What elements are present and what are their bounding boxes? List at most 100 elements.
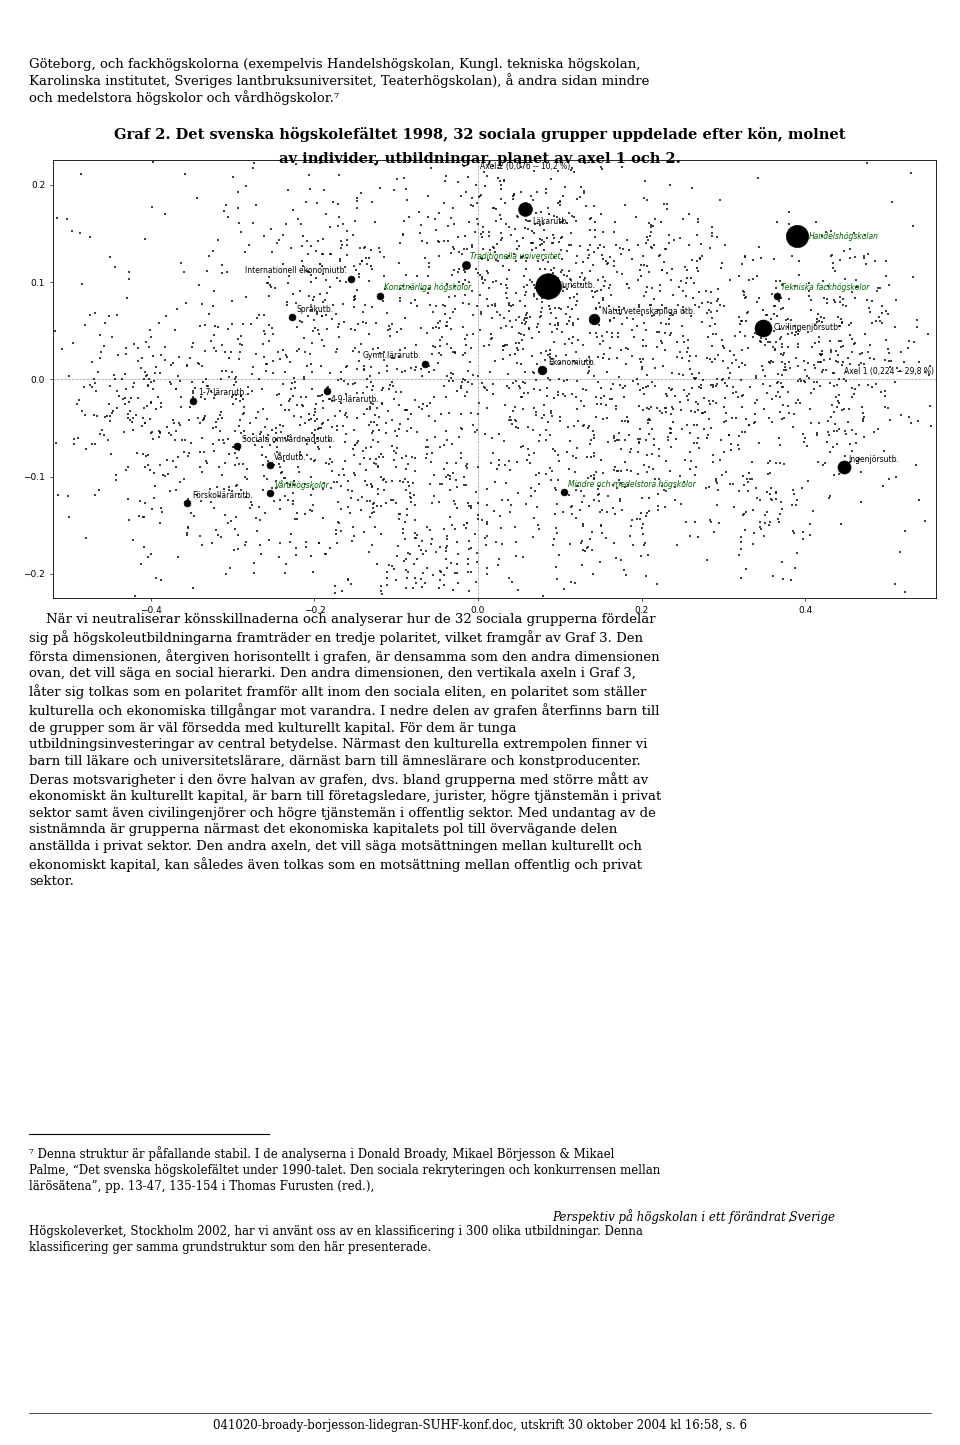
Point (813, 306, 828, 329)
Point (634, 545, 649, 568)
Point (218, 360, 233, 383)
Point (312, 416, 327, 439)
Point (476, 160, 492, 184)
Point (91, 478, 107, 501)
Point (676, 298, 691, 321)
Point (615, 376, 631, 399)
Point (315, 263, 330, 286)
Point (676, 208, 691, 231)
Point (804, 412, 819, 435)
Point (649, 572, 664, 595)
Point (444, 361, 459, 384)
Point (738, 309, 754, 332)
Point (477, 175, 492, 198)
Point (768, 295, 783, 318)
Point (493, 273, 509, 296)
Point (364, 533, 379, 556)
Point (704, 280, 719, 303)
Point (283, 530, 299, 553)
Point (756, 321, 772, 344)
Point (195, 370, 210, 393)
Point (460, 561, 475, 584)
Point (65, 331, 81, 354)
Point (285, 493, 300, 516)
Point (691, 280, 707, 303)
Point (845, 280, 860, 303)
Point (675, 364, 690, 387)
Point (762, 374, 778, 397)
Point (594, 243, 610, 266)
Point (878, 328, 894, 351)
Point (359, 397, 374, 420)
Point (420, 282, 436, 305)
Point (841, 347, 856, 370)
Point (508, 218, 523, 241)
Point (546, 231, 562, 254)
Point (349, 432, 365, 455)
Point (318, 452, 333, 475)
Point (517, 198, 533, 221)
Point (592, 332, 608, 355)
Point (414, 538, 429, 561)
Point (187, 376, 203, 399)
Text: Språkutb.: Språkutb. (297, 305, 334, 314)
Point (661, 308, 677, 331)
Point (101, 429, 116, 452)
Point (374, 392, 390, 415)
Point (859, 152, 875, 175)
Point (859, 288, 875, 311)
Point (684, 363, 700, 386)
Point (829, 350, 845, 373)
Point (555, 247, 570, 270)
Point (760, 462, 776, 486)
Point (340, 354, 355, 377)
Point (110, 384, 126, 407)
Point (554, 210, 569, 233)
Point (205, 434, 221, 457)
Point (787, 275, 803, 298)
Point (803, 289, 818, 312)
Point (235, 312, 251, 335)
Point (921, 322, 936, 345)
Point (689, 256, 705, 279)
Point (789, 542, 804, 565)
Point (314, 243, 329, 266)
Point (194, 384, 209, 407)
Point (540, 275, 555, 298)
Point (633, 426, 648, 449)
Point (647, 428, 662, 451)
Point (231, 438, 247, 461)
Point (309, 301, 324, 324)
Point (612, 428, 627, 451)
Point (490, 457, 505, 480)
Point (372, 285, 388, 308)
Point (522, 452, 538, 475)
Point (448, 468, 464, 491)
Point (375, 289, 391, 312)
Point (572, 499, 588, 522)
Point (549, 493, 564, 516)
Point (421, 251, 437, 275)
Point (289, 507, 304, 530)
Point (552, 543, 567, 566)
Point (707, 520, 722, 543)
Point (449, 475, 465, 499)
Point (760, 452, 776, 475)
Point (214, 464, 229, 487)
Point (412, 396, 427, 419)
Point (761, 514, 777, 538)
Point (498, 315, 514, 338)
Point (488, 210, 503, 233)
Point (554, 259, 569, 282)
Point (845, 376, 860, 399)
Point (540, 410, 556, 433)
Point (299, 230, 314, 253)
Point (206, 439, 222, 462)
Point (162, 480, 178, 503)
Point (320, 376, 335, 399)
Point (621, 423, 636, 447)
Point (513, 152, 528, 175)
Point (517, 312, 533, 335)
Point (780, 380, 796, 403)
Point (292, 441, 307, 464)
